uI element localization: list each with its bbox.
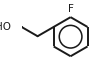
Text: F: F [68,4,74,15]
Text: HO: HO [0,22,11,32]
